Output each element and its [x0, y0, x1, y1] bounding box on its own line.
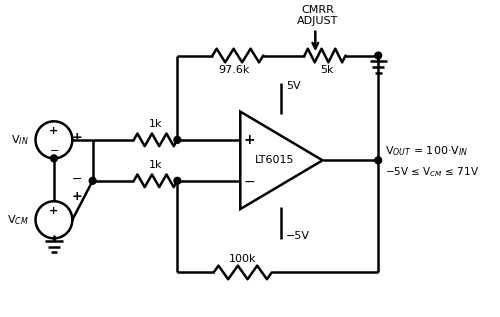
Text: +: + — [72, 131, 82, 144]
Circle shape — [174, 178, 181, 184]
Text: 5V: 5V — [286, 81, 301, 91]
Text: $-$: $-$ — [243, 174, 255, 188]
Text: +: + — [72, 190, 82, 203]
Circle shape — [90, 178, 96, 184]
Text: −5V ≤ V$_{CM}$ ≤ 71V: −5V ≤ V$_{CM}$ ≤ 71V — [386, 165, 480, 179]
Text: LT6015: LT6015 — [254, 155, 294, 165]
Text: CMRR
ADJUST: CMRR ADJUST — [297, 5, 339, 26]
Text: −5V: −5V — [286, 231, 310, 241]
Circle shape — [375, 52, 382, 59]
Text: 100k: 100k — [229, 254, 256, 264]
Text: V$_{OUT}$ = 100·V$_{IN}$: V$_{OUT}$ = 100·V$_{IN}$ — [386, 145, 469, 158]
Text: 1k: 1k — [149, 160, 162, 170]
Text: 5k: 5k — [320, 65, 334, 75]
Text: 97.6k: 97.6k — [218, 65, 250, 75]
Text: $-$: $-$ — [49, 144, 59, 154]
Text: $-$: $-$ — [71, 172, 82, 185]
Text: +: + — [50, 206, 58, 216]
Text: V$_{CM}$: V$_{CM}$ — [6, 213, 29, 227]
Text: +: + — [50, 126, 58, 136]
Text: +: + — [243, 133, 255, 147]
Text: 1k: 1k — [149, 119, 162, 129]
Circle shape — [50, 155, 58, 162]
Circle shape — [174, 136, 181, 143]
Circle shape — [375, 157, 382, 164]
Text: V$_{IN}$: V$_{IN}$ — [10, 133, 29, 147]
